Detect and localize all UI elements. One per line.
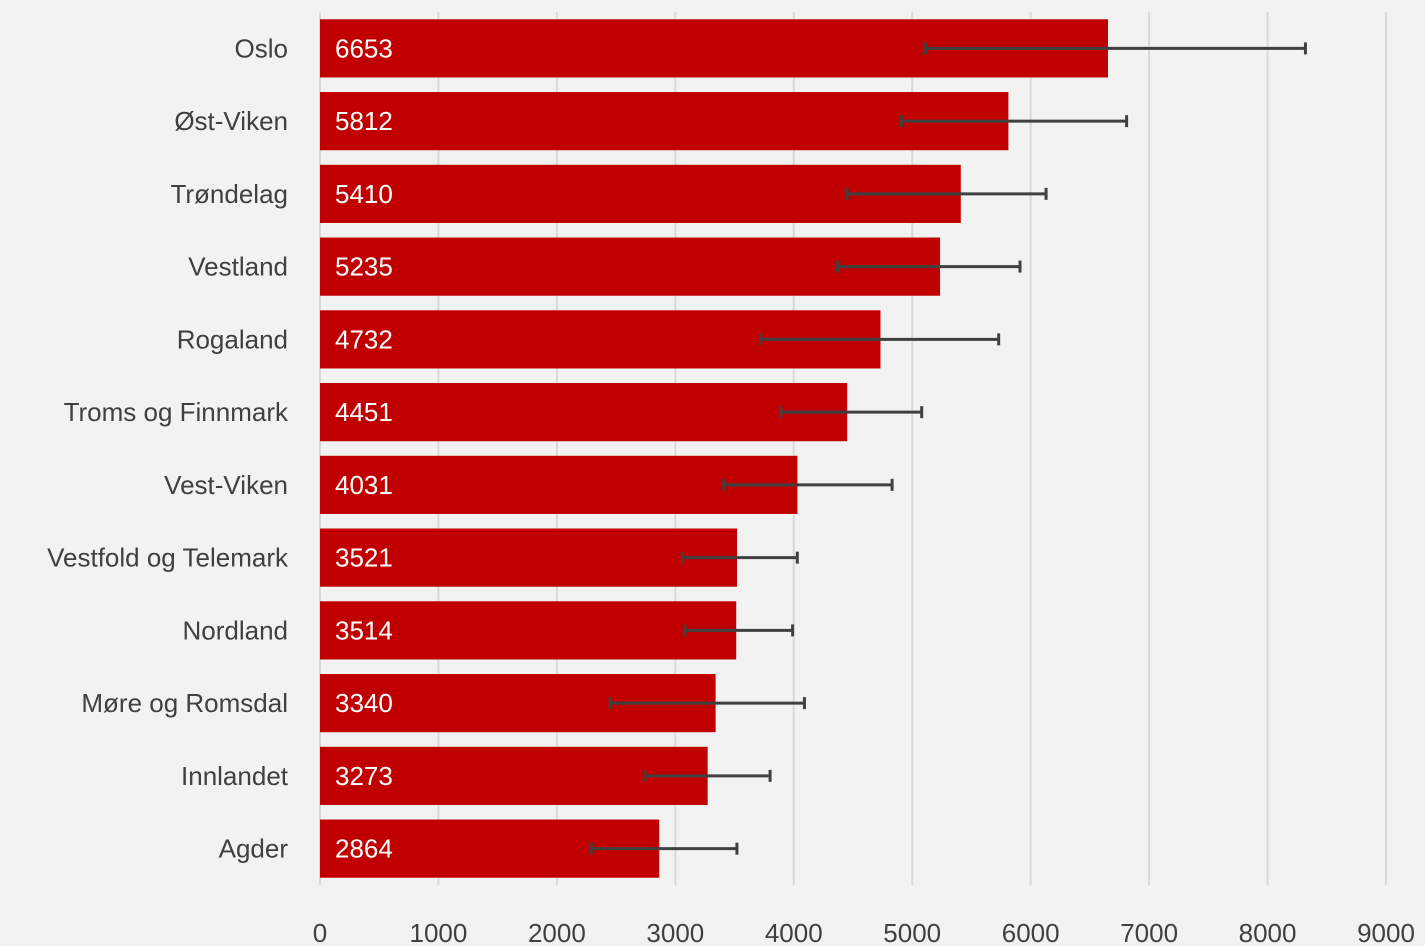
error-bar — [845, 187, 1048, 200]
data-label: 3514 — [335, 615, 393, 645]
x-tick-label: 7000 — [1120, 918, 1178, 946]
data-label: 3273 — [335, 761, 393, 791]
bar — [320, 528, 738, 587]
data-label: 2864 — [335, 834, 393, 864]
category-label: Troms og Finnmark — [64, 397, 289, 427]
category-labels: Oslo Øst-Viken Trøndelag Vestland Rogaland Tr… — [47, 33, 289, 863]
error-bar — [923, 42, 1307, 55]
category-label: Innlandet — [181, 761, 289, 791]
error-bar — [722, 478, 894, 491]
bar — [320, 383, 848, 442]
x-tick-label: 2000 — [528, 918, 586, 946]
error-bar — [643, 769, 772, 782]
category-label: Øst-Viken — [174, 106, 288, 136]
data-label: 3340 — [335, 688, 393, 718]
x-tick-label: 1000 — [410, 918, 468, 946]
error-bar — [608, 697, 806, 710]
data-labels: 6653 5812 5410 5235 4732 4451 4031 3521 3514 3340… — [335, 33, 393, 863]
error-bar — [779, 406, 924, 419]
data-label: 4451 — [335, 397, 393, 427]
x-tick-label: 6000 — [1002, 918, 1060, 946]
error-bars — [589, 42, 1307, 855]
data-label: 6653 — [335, 33, 393, 63]
data-label: 5235 — [335, 252, 393, 282]
data-label: 4031 — [335, 470, 393, 500]
category-label: Agder — [219, 834, 289, 864]
gridlines — [319, 12, 1387, 885]
category-label: Møre og Romsdal — [81, 688, 288, 718]
data-label: 5410 — [335, 179, 393, 209]
category-label: Vestfold og Telemark — [47, 543, 289, 573]
x-axis-tick-labels: 0 1000 2000 3000 4000 5000 6000 7000 8000 9000 — [313, 918, 1415, 946]
error-bar — [759, 333, 1001, 346]
data-label: 4732 — [335, 324, 393, 354]
x-tick-label: 8000 — [1239, 918, 1297, 946]
error-bar — [589, 842, 739, 855]
category-label: Nordland — [182, 615, 288, 645]
error-bar — [900, 115, 1129, 128]
bar — [320, 455, 798, 514]
bar — [320, 92, 1009, 151]
x-tick-label: 0 — [313, 918, 327, 946]
bar — [320, 601, 737, 660]
category-label: Oslo — [235, 33, 288, 63]
category-label: Rogaland — [177, 324, 288, 354]
data-label: 3521 — [335, 543, 393, 573]
x-tick-label: 3000 — [646, 918, 704, 946]
error-bar — [680, 551, 799, 564]
data-label: 5812 — [335, 106, 393, 136]
category-label: Trøndelag — [170, 179, 288, 209]
x-tick-label: 5000 — [883, 918, 941, 946]
error-bar — [836, 260, 1022, 273]
error-bar — [683, 624, 795, 637]
category-label: Vest-Viken — [164, 470, 288, 500]
category-label: Vestland — [188, 252, 288, 282]
x-tick-label: 9000 — [1357, 918, 1415, 946]
x-tick-label: 4000 — [765, 918, 823, 946]
